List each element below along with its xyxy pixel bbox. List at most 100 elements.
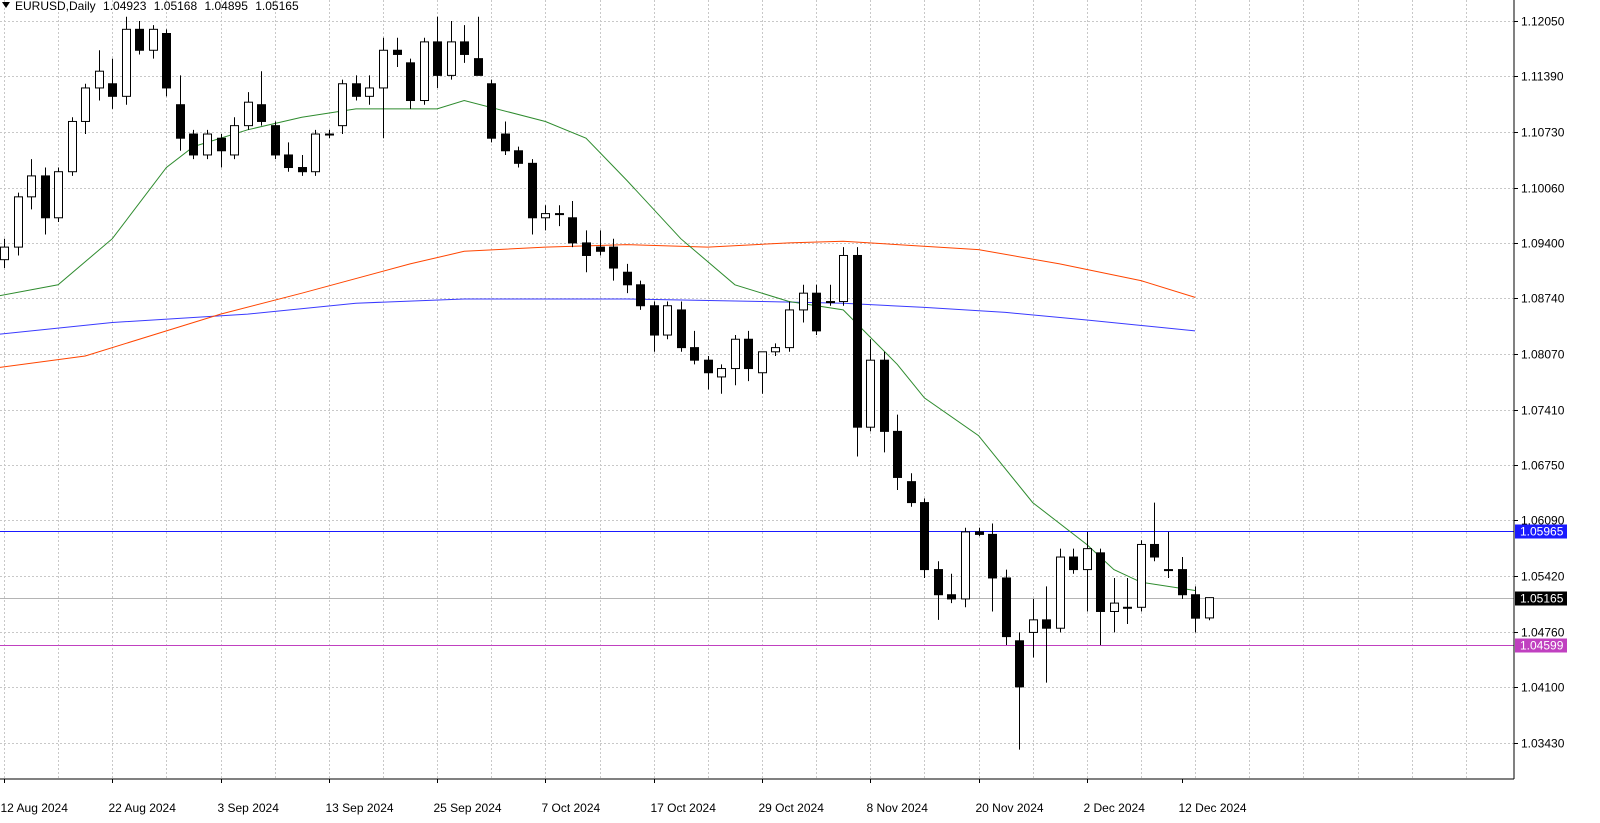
candle-bull (27, 175, 36, 198)
candle-bear (528, 162, 537, 219)
price-tick-label: 1.12050 (1521, 15, 1565, 29)
candle-bear (474, 58, 483, 76)
candle-bear (907, 481, 916, 504)
price-label-box-lower (1515, 638, 1567, 653)
dropdown-triangle-icon[interactable] (2, 2, 10, 8)
time-tick-label: 12 Dec 2024 (1179, 801, 1247, 815)
price-tick-label: 1.06750 (1521, 459, 1565, 473)
time-tick-label: 12 Aug 2024 (1, 801, 69, 815)
candle-bear (271, 125, 280, 156)
candlesticks (0, 16, 1214, 750)
candle-bull (717, 368, 726, 378)
ma-long-line (0, 298, 1196, 335)
candle-bull (149, 28, 158, 51)
time-tick-label: 25 Sep 2024 (434, 801, 502, 815)
price-tick-label: 1.08070 (1521, 348, 1565, 362)
time-tick-label: 20 Nov 2024 (976, 801, 1044, 815)
candle-bear (284, 154, 293, 169)
price-line-labels: 1.05965 1.04599 1.05165 (1515, 524, 1567, 653)
candle-bear (460, 41, 469, 55)
candle-bull (1110, 602, 1119, 612)
price-tick-label: 1.06090 (1521, 514, 1565, 528)
price-tick-label: 1.10730 (1521, 126, 1565, 140)
candle-bull (365, 87, 374, 97)
time-tick-label: 22 Aug 2024 (109, 801, 177, 815)
candle-bull (0, 246, 9, 261)
price-label-box-upper (1515, 524, 1567, 539)
candle-bear (135, 28, 144, 51)
candle-bull (799, 292, 808, 311)
candle-bear (487, 83, 496, 139)
candle-bull (379, 49, 388, 89)
candle-bear (433, 41, 442, 76)
candle-bear (1015, 640, 1024, 688)
candle-bull (244, 101, 253, 127)
candle-bear (176, 104, 185, 139)
candle-bear (744, 338, 753, 370)
candle-bear (812, 292, 821, 332)
candle-bull (68, 120, 77, 173)
price-label-current: 1.05165 (1520, 592, 1564, 606)
candle-bear (257, 104, 266, 122)
candle-bear (1191, 594, 1200, 619)
candle-bull (311, 133, 320, 173)
candle-bear (582, 242, 591, 256)
horizontal-lines (0, 531, 1514, 646)
time-axis: 12 Aug 2024 22 Aug 2024 3 Sep 2024 13 Sep 2… (1, 779, 1247, 815)
candle-bull (420, 41, 429, 102)
candle-bear (650, 305, 659, 336)
time-tick-label: 7 Oct 2024 (542, 801, 601, 815)
candle-bear (1150, 543, 1159, 558)
candle-bear (162, 33, 171, 89)
price-tick-label: 1.05420 (1521, 570, 1565, 584)
candle-bear (1096, 552, 1105, 612)
candle-bull (1083, 548, 1092, 571)
candle-bear (1178, 569, 1187, 596)
high-value: 1.05168 (153, 0, 198, 13)
candle-bear (975, 531, 984, 535)
candle-bear (947, 594, 956, 600)
time-tick-label: 3 Sep 2024 (218, 801, 280, 815)
price-label-upper: 1.05965 (1520, 525, 1564, 539)
candle-bear (704, 359, 713, 374)
candle-bull (1164, 569, 1173, 572)
candle-bull (663, 305, 672, 336)
candle-bull (1029, 619, 1038, 633)
candle-bear (514, 150, 523, 164)
candle-bear (108, 83, 117, 97)
candle-bull (541, 213, 550, 219)
price-tick-label: 1.11390 (1521, 70, 1564, 84)
open-value: 1.04923 (103, 0, 147, 13)
candle-bear (568, 217, 577, 244)
price-tick-label: 1.10060 (1521, 182, 1565, 196)
candle-bear (189, 133, 198, 156)
candle-bear (623, 271, 632, 286)
price-tick-label: 1.03430 (1521, 737, 1565, 751)
candle-bear (501, 133, 510, 152)
price-tick-label: 1.08740 (1521, 292, 1565, 306)
ma-mid-line (0, 240, 1196, 368)
candle-bear (690, 347, 699, 361)
candle-bear (41, 175, 50, 219)
candle-bull (961, 531, 970, 600)
candle-bear (1042, 619, 1051, 629)
low-value: 1.04895 (204, 0, 248, 13)
candle-bear (393, 49, 402, 55)
candle-bear (988, 533, 997, 579)
close-value: 1.05165 (255, 0, 299, 13)
candle-bull (866, 359, 875, 428)
time-tick-label: 13 Sep 2024 (326, 801, 394, 815)
candle-bull (1137, 543, 1146, 608)
candle-bull (758, 351, 767, 374)
price-label-box-current (1515, 591, 1567, 606)
candle-bull (122, 28, 131, 97)
price-axis: 1.03430 1.04100 1.04760 1.05420 1.06090 1.067… (1514, 15, 1565, 751)
candle-bull (14, 196, 23, 248)
candle-bull (338, 83, 347, 127)
candle-bull (325, 133, 334, 136)
candle-bull (230, 125, 239, 156)
candle-bear (1069, 556, 1078, 571)
